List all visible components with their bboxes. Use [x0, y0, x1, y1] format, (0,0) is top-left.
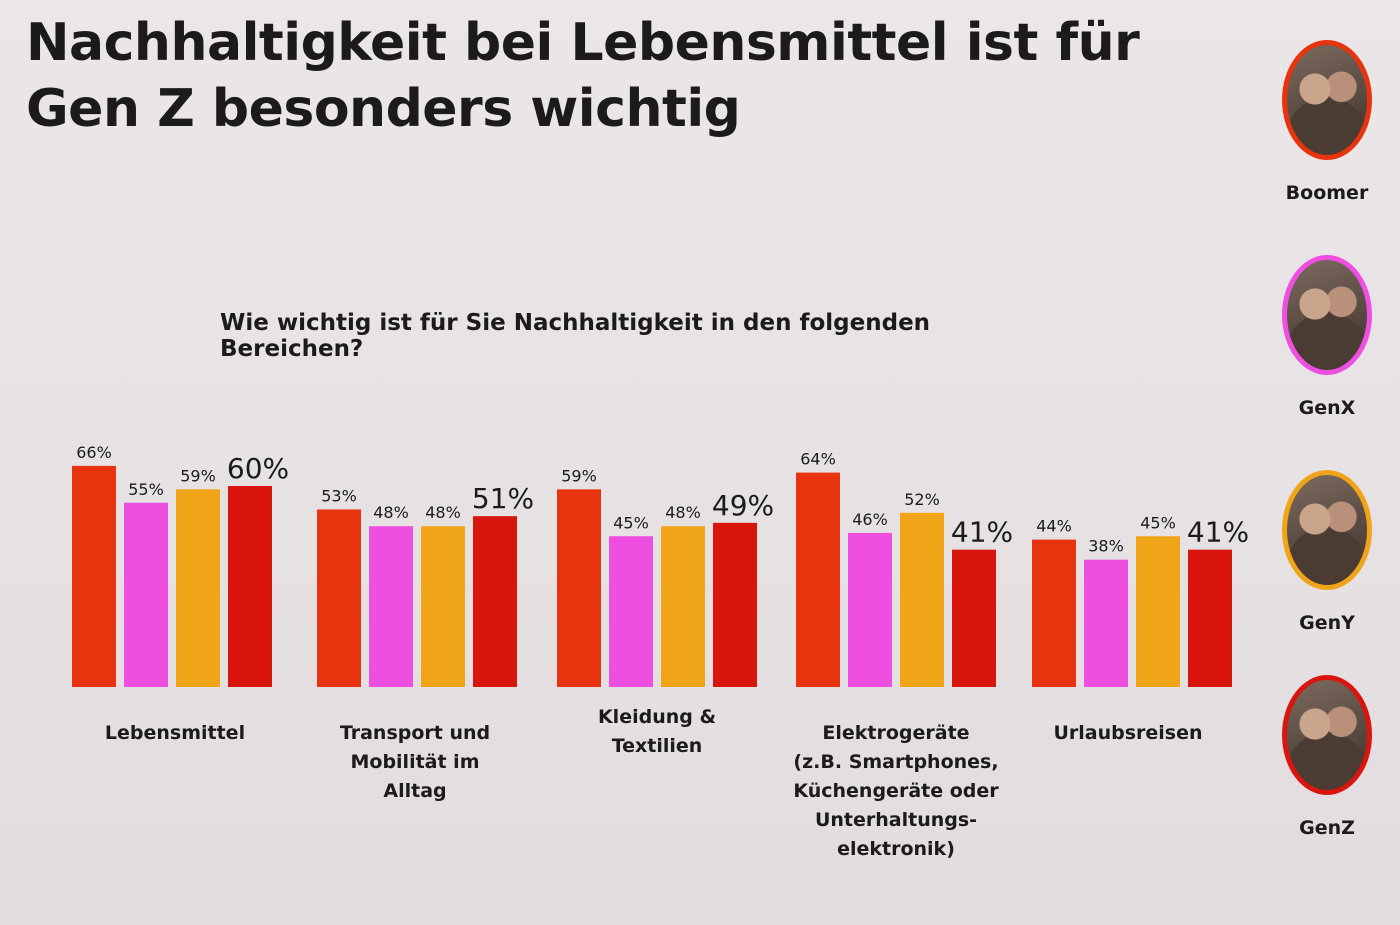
value-label-genz-2: 49%	[712, 489, 774, 522]
category-label-line: Urlaubsreisen	[1053, 722, 1202, 744]
bar-genz-1	[473, 516, 517, 687]
bar-geny-2	[661, 526, 705, 687]
slide-title: Nachhaltigkeit bei Lebensmittel ist für …	[26, 13, 1140, 139]
legend-item-genx: GenX	[1262, 255, 1392, 419]
value-label-geny-1: 48%	[425, 503, 461, 522]
category-label-line: Lebensmittel	[105, 722, 245, 744]
genz-avatar	[1282, 675, 1372, 795]
value-label-geny-0: 59%	[180, 466, 216, 485]
value-label-boomer-1: 53%	[321, 486, 357, 505]
legend-label-geny: GenY	[1299, 612, 1355, 634]
category-label-line: Textilien	[612, 735, 703, 757]
category-label-line: Kleidung &	[598, 706, 716, 728]
legend-label-boomer: Boomer	[1285, 182, 1369, 204]
bar-geny-1	[421, 526, 465, 687]
category-label-line: (z.B. Smartphones,	[793, 751, 998, 773]
value-label-genx-0: 55%	[128, 480, 164, 499]
value-label-genx-1: 48%	[373, 503, 409, 522]
bar-genx-2	[609, 536, 653, 687]
category-label-1: Transport und Mobilität im Alltag	[340, 722, 490, 802]
bar-genz-0	[228, 486, 272, 687]
value-label-genx-3: 46%	[852, 510, 888, 529]
bar-genz-3	[952, 549, 996, 687]
bar-boomer-0	[72, 465, 116, 687]
bar-geny-4	[1136, 536, 1180, 687]
category-label-0: Lebensmittel	[105, 722, 245, 744]
bar-genz-2	[713, 522, 757, 687]
category-label-line: Küchengeräte oder	[793, 780, 999, 802]
geny-avatar	[1282, 470, 1372, 590]
bar-geny-3	[900, 512, 944, 687]
bar-boomer-4	[1032, 539, 1076, 687]
generation-legend: Boomer GenX GenY GenZ	[1262, 30, 1392, 900]
value-label-boomer-3: 64%	[800, 450, 836, 469]
value-label-boomer-2: 59%	[561, 466, 597, 485]
category-label-3: Elektrogeräte (z.B. Smartphones, Küchenger…	[793, 722, 999, 860]
bar-chart: 66% 55% 59% 60% Lebensmittel 53% 48% 48% 51% Tran…	[72, 443, 1249, 860]
value-label-geny-2: 48%	[665, 503, 701, 522]
bar-genx-4	[1084, 559, 1128, 687]
category-label-line: Alltag	[383, 780, 446, 802]
value-label-genz-0: 60%	[227, 452, 289, 485]
category-label-line: Mobilität im	[350, 751, 479, 773]
legend-label-genz: GenZ	[1299, 817, 1355, 839]
category-label-4: Urlaubsreisen	[1053, 722, 1202, 744]
bar-boomer-3	[796, 472, 840, 687]
category-label-2: Kleidung & Textilien	[598, 706, 716, 757]
bar-genx-1	[369, 526, 413, 687]
chart-question: Wie wichtig ist für Sie Nachhaltigkeit i…	[220, 310, 931, 362]
value-label-boomer-4: 44%	[1036, 517, 1072, 536]
value-label-genx-4: 38%	[1088, 537, 1124, 556]
value-label-boomer-0: 66%	[76, 443, 112, 462]
boomer-avatar	[1282, 40, 1372, 160]
legend-item-geny: GenY	[1262, 470, 1392, 634]
value-label-genz-1: 51%	[472, 482, 534, 515]
value-label-geny-3: 52%	[904, 490, 940, 509]
legend-item-boomer: Boomer	[1262, 40, 1392, 204]
bar-genx-3	[848, 532, 892, 687]
value-label-geny-4: 45%	[1140, 513, 1176, 532]
legend-item-genz: GenZ	[1262, 675, 1392, 839]
bar-boomer-2	[557, 489, 601, 687]
bar-boomer-1	[317, 509, 361, 687]
legend-label-genx: GenX	[1298, 397, 1356, 419]
category-label-line: Unterhaltungs-	[815, 809, 977, 831]
bar-geny-0	[176, 489, 220, 687]
category-label-line: Elektrogeräte	[822, 722, 969, 744]
bar-genz-4	[1188, 549, 1232, 687]
category-label-line: Transport und	[340, 722, 490, 744]
genx-avatar	[1282, 255, 1372, 375]
value-label-genz-4: 41%	[1187, 516, 1249, 549]
bar-genx-0	[124, 502, 168, 687]
value-label-genz-3: 41%	[951, 516, 1013, 549]
value-label-genx-2: 45%	[613, 513, 649, 532]
category-label-line: elektronik)	[837, 838, 955, 860]
